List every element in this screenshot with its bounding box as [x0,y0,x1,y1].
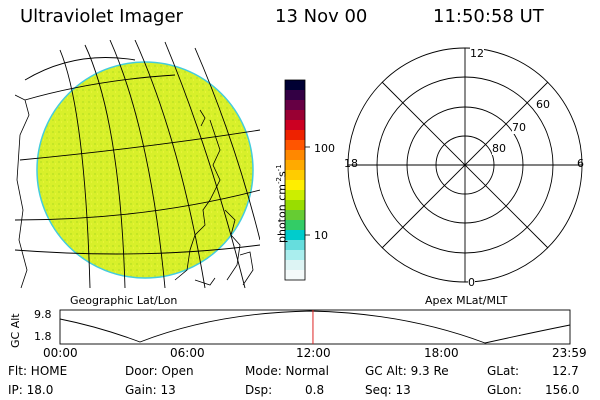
colorbar-tick-10: 10 [314,229,328,242]
geographic-label: Geographic Lat/Lon [70,294,178,307]
colorbar-band [285,100,305,111]
mode-info: Mode: Normal [245,364,329,378]
glon-label: GLon: [487,383,522,397]
ip-info: IP: 18.0 [8,383,54,397]
orbit-ytick-low: 1.8 [34,330,52,343]
colorbar-band [285,240,305,251]
orbit-xtick-0000: 00:00 [43,346,78,360]
orbit-xtick-1200: 12:00 [296,346,331,360]
colorbar-band [285,120,305,131]
orbit-ytick-high: 9.8 [34,308,52,321]
altitude-curve [59,310,571,344]
colorbar-band [285,130,305,141]
colorbar-band [285,160,305,171]
colorbar-band [285,220,305,231]
polar-plot [347,47,583,283]
colorbar-band [285,190,305,201]
date-label: 13 Nov 00 [275,6,368,27]
colorbar-band [285,210,305,221]
mlt-label-12: 12 [470,47,484,60]
glat-label: GLat: [487,364,520,378]
lat-lon-grid [15,40,260,289]
colorbar-band [285,180,305,191]
seq-info: Seq: 13 [365,383,411,397]
flight-info: Flt: HOME [8,364,68,378]
colorbar-label: photon cm-2s-1 [275,164,289,243]
mlt-label-6: 6 [577,157,584,170]
colorbar-band [285,200,305,211]
orbit-xtick-2359: 23:59 [552,346,587,360]
colorbar-band [285,90,305,101]
colorbar-band [285,250,305,261]
dsp-value: 0.8 [305,383,325,397]
glat-value: 12.7 [552,364,579,378]
gcalt-info: GC Alt: 9.3 Re [365,364,449,378]
colorbar-band [285,230,305,241]
orbit-altitude-plot [59,309,571,345]
gain-info: Gain: 13 [125,383,176,397]
lat-label-80: 80 [492,142,506,155]
time-label: 11:50:58 UT [433,6,544,27]
colorbar-band [285,140,305,151]
lat-label-60: 60 [536,98,550,111]
orbit-xtick-0600: 06:00 [170,346,205,360]
mlt-label-18: 18 [344,157,358,170]
colorbar-band [285,260,305,271]
orbit-xtick-1800: 18:00 [424,346,459,360]
colorbar-band [285,110,305,121]
colorbar-band [285,150,305,161]
apex-label: Apex MLat/MLT [425,294,508,307]
colorbar-scale [285,80,305,281]
mlt-label-0: 0 [468,276,475,289]
orbit-ylabel: GC Alt [9,313,22,348]
colorbar [284,79,310,281]
dsp-label: Dsp: [245,383,273,397]
colorbar-tick-100: 100 [314,142,335,155]
glon-value: 156.0 [545,383,580,397]
uv-image-panel [15,40,260,289]
app-title: Ultraviolet Imager [20,6,183,27]
coastline [15,94,254,289]
polar-diag-2 [381,81,549,249]
colorbar-band [285,170,305,181]
lat-label-70: 70 [512,121,526,134]
colorbar-band [285,80,305,91]
uv-disc [36,61,254,279]
door-info: Door: Open [125,364,194,378]
colorbar-band [285,270,305,281]
